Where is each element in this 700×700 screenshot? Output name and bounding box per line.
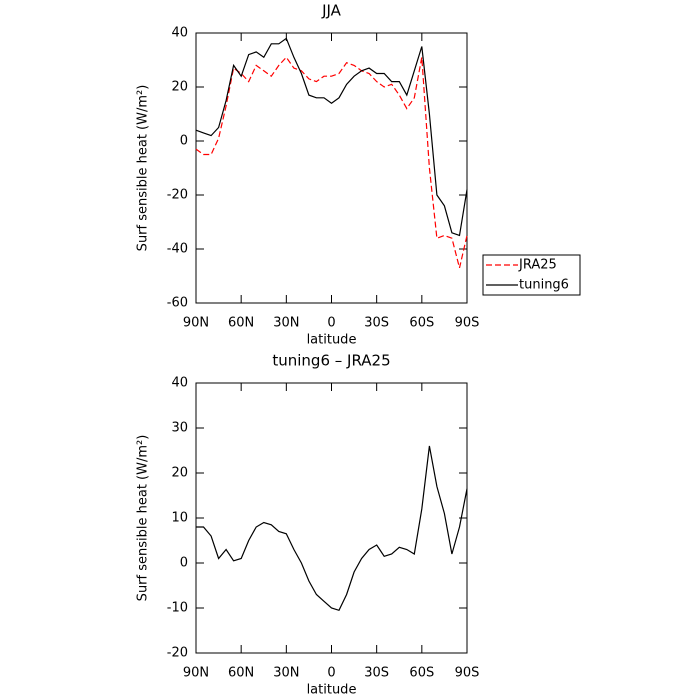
chart-title: JJA [321, 2, 342, 20]
y-axis-label: Surf sensible heat (W/m²) [136, 85, 151, 252]
x-tick-label: 30S [364, 316, 389, 331]
x-axis-label: latitude [307, 333, 357, 348]
y-tick-label: 40 [171, 376, 188, 391]
legend-label: JRA25 [518, 258, 557, 273]
y-tick-label: 20 [171, 80, 188, 95]
x-tick-label: 30N [273, 666, 299, 681]
y-tick-label: 40 [171, 26, 188, 41]
y-tick-label: 0 [180, 134, 188, 149]
x-tick-label: 60N [228, 316, 254, 331]
x-axis-label: latitude [307, 683, 357, 698]
x-tick-label: 90N [183, 316, 209, 331]
x-tick-label: 90S [455, 316, 480, 331]
x-tick-label: 60S [409, 316, 434, 331]
x-tick-label: 30S [364, 666, 389, 681]
series-line [196, 445, 468, 612]
x-tick-label: 90S [455, 666, 480, 681]
chart-title: tuning6 – JRA25 [272, 352, 390, 370]
y-tick-label: 10 [171, 511, 188, 526]
x-tick-label: 0 [327, 316, 335, 331]
legend-box [482, 254, 581, 296]
plot-frame [195, 382, 468, 654]
y-tick-label: -20 [167, 646, 188, 661]
plot-frame [195, 32, 468, 304]
x-tick-label: 0 [327, 666, 335, 681]
x-tick-label: 90N [183, 666, 209, 681]
y-tick-label: 30 [171, 421, 188, 436]
y-tick-label: -10 [167, 601, 188, 616]
x-tick-label: 30N [273, 316, 299, 331]
x-tick-label: 60N [228, 666, 254, 681]
series-line [195, 56, 468, 269]
y-tick-label: -40 [167, 242, 188, 257]
series-line [195, 37, 468, 237]
x-tick-label: 60S [409, 666, 434, 681]
y-tick-label: -20 [167, 188, 188, 203]
y-tick-label: -60 [167, 296, 188, 311]
y-tick-label: 0 [180, 556, 188, 571]
y-axis-label: Surf sensible heat (W/m²) [136, 435, 151, 602]
y-tick-label: 20 [171, 466, 188, 481]
legend-label: tuning6 [519, 278, 569, 293]
